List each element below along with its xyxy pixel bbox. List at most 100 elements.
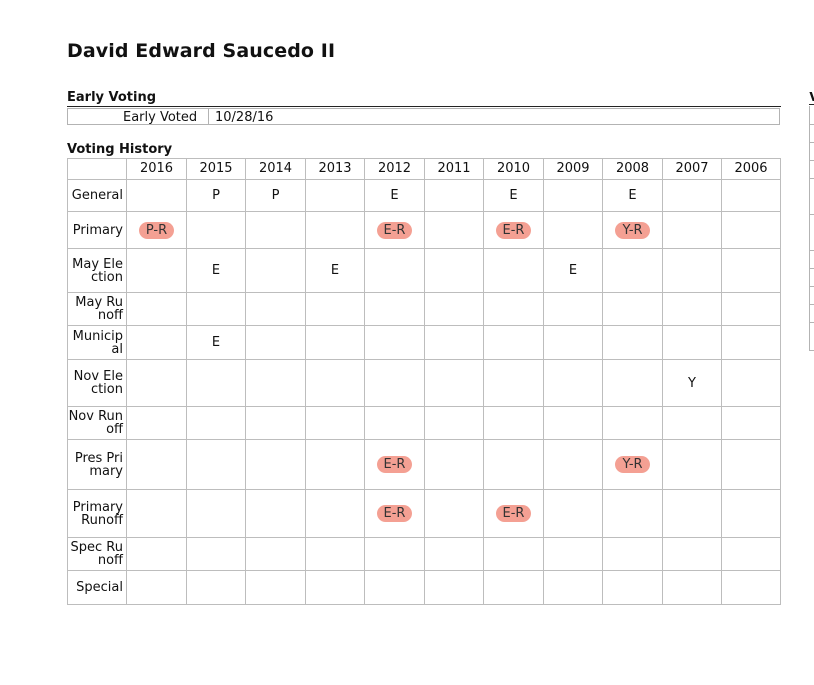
history-cell: P xyxy=(245,179,306,212)
history-cell xyxy=(126,179,187,212)
history-row: Special xyxy=(67,570,781,605)
early-voted-label: Early Voted xyxy=(123,110,198,125)
history-cell xyxy=(602,292,663,326)
history-cell xyxy=(364,325,425,360)
history-cell xyxy=(602,359,663,407)
vote-code: E xyxy=(211,263,221,278)
history-cell xyxy=(721,179,781,212)
history-cell xyxy=(305,489,365,538)
history-cell xyxy=(305,537,365,571)
highlighted-vote-code: Y-R xyxy=(615,221,650,239)
cropped-row-line xyxy=(809,286,814,287)
history-cell xyxy=(305,292,365,326)
history-cell xyxy=(721,211,781,249)
voting-history-table: 2016 2015 2014 2013 2012 2011 2010 2009 2008 2007… xyxy=(67,158,781,605)
history-cell xyxy=(424,359,484,407)
history-cell xyxy=(186,359,246,407)
election-type-label: Nov Runoff xyxy=(67,406,127,440)
cropped-table-edge xyxy=(809,106,810,350)
history-cell xyxy=(543,406,603,440)
history-cell xyxy=(483,439,544,490)
history-cell: E-R xyxy=(364,439,425,490)
history-cell xyxy=(186,406,246,440)
history-cell xyxy=(245,211,306,249)
vote-code: P xyxy=(212,188,220,203)
history-cell xyxy=(364,570,425,605)
highlighted-vote-code: P-R xyxy=(138,221,175,239)
election-type-label: Special xyxy=(67,570,127,605)
history-row: Primary P-R E-R E-R Y-R xyxy=(67,211,781,249)
highlighted-vote-code: E-R xyxy=(376,221,413,239)
history-cell xyxy=(662,292,722,326)
history-cell: Y-R xyxy=(602,211,663,249)
history-cell: E xyxy=(186,325,246,360)
history-cell xyxy=(126,292,187,326)
history-cell xyxy=(662,537,722,571)
highlighted-vote-code: E-R xyxy=(376,456,413,473)
history-cell: E-R xyxy=(483,489,544,538)
history-cell xyxy=(483,406,544,440)
history-cell: P-R xyxy=(126,211,187,249)
highlighted-vote-code: E-R xyxy=(495,221,532,239)
history-cell xyxy=(186,489,246,538)
history-cell xyxy=(186,211,246,249)
early-voting-heading: Early Voting xyxy=(67,90,781,107)
history-cell xyxy=(543,359,603,407)
history-cell xyxy=(245,406,306,440)
year-header-2007: 2007 xyxy=(662,158,722,180)
cropped-row-line xyxy=(809,160,814,161)
history-cell: E xyxy=(602,179,663,212)
history-cell xyxy=(543,325,603,360)
vote-code: E xyxy=(330,263,340,278)
history-cell xyxy=(245,570,306,605)
history-cell xyxy=(245,325,306,360)
history-row: General P P E E E xyxy=(67,179,781,212)
voting-history-heading: Voting History xyxy=(67,142,781,159)
cropped-row-line xyxy=(809,142,814,143)
year-header-2014: 2014 xyxy=(245,158,306,180)
year-header-2016: 2016 xyxy=(126,158,187,180)
cropped-row-line xyxy=(809,268,814,269)
election-type-label: General xyxy=(67,179,127,212)
cropped-heading-fragment: V xyxy=(809,92,814,105)
history-cell xyxy=(424,489,484,538)
cropped-row-line xyxy=(809,214,814,215)
history-cell: E-R xyxy=(364,489,425,538)
history-cell xyxy=(245,248,306,293)
year-header-2010: 2010 xyxy=(483,158,544,180)
history-cell xyxy=(483,292,544,326)
election-type-label: Nov Election xyxy=(67,359,127,407)
history-cell xyxy=(543,179,603,212)
history-cell xyxy=(424,537,484,571)
history-cell xyxy=(305,570,365,605)
history-cell xyxy=(721,406,781,440)
history-cell xyxy=(483,537,544,571)
history-cell xyxy=(662,439,722,490)
vote-code: E xyxy=(509,188,518,203)
cropped-row-line xyxy=(809,124,814,125)
history-cell xyxy=(245,359,306,407)
early-voted-divider xyxy=(208,109,209,124)
cropped-row-line xyxy=(809,322,814,323)
history-cell xyxy=(543,211,603,249)
history-cell xyxy=(305,439,365,490)
election-type-label: Municipal xyxy=(67,325,127,360)
history-cell xyxy=(721,248,781,293)
history-cell xyxy=(602,406,663,440)
history-cell xyxy=(602,489,663,538)
history-cell xyxy=(662,570,722,605)
history-cell xyxy=(126,439,187,490)
history-cell xyxy=(602,570,663,605)
history-cell xyxy=(721,292,781,326)
history-cell: P xyxy=(186,179,246,212)
history-cell: Y-R xyxy=(602,439,663,490)
history-cell xyxy=(305,406,365,440)
history-cell xyxy=(662,406,722,440)
history-cell xyxy=(543,292,603,326)
vote-code: Y xyxy=(688,375,696,391)
history-cell xyxy=(602,325,663,360)
history-cell xyxy=(126,570,187,605)
year-header-2013: 2013 xyxy=(305,158,365,180)
cropped-row-line xyxy=(809,250,814,251)
cropped-row-line xyxy=(809,350,814,351)
